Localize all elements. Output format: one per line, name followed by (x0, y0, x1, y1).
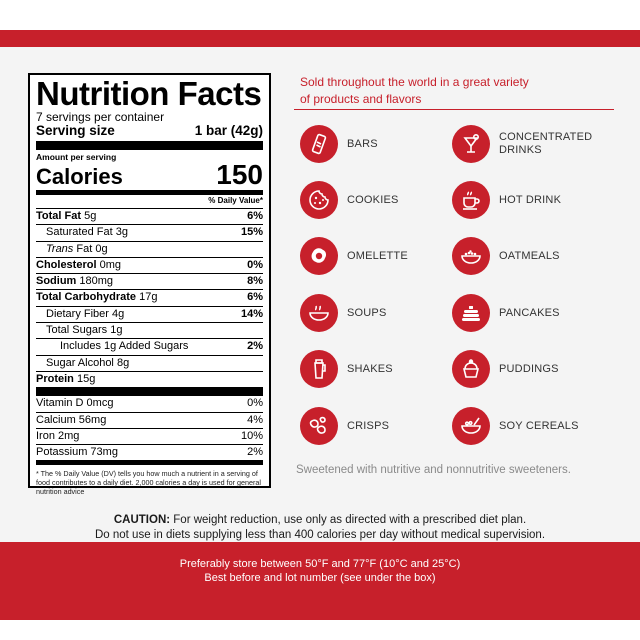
calories-row: Calories 150 (36, 159, 263, 195)
daily-value-header: % Daily Value* (36, 195, 263, 209)
nutrition-facts-label: Nutrition Facts 7 servings per container… (28, 73, 271, 496)
sweetener-note: Sweetened with nutritive and nonnutritiv… (296, 464, 571, 476)
calories-value: 150 (216, 159, 263, 190)
bar-icon (300, 125, 338, 163)
calories-label: Calories (36, 164, 123, 189)
top-red-band (0, 30, 640, 47)
shaker-bottle-icon (300, 350, 338, 388)
serving-size-value: 1 bar (42g) (194, 123, 263, 138)
nutrient-row-sodium: Sodium 180mg 8% (36, 274, 263, 291)
nutrient-row-total-sugars: Total Sugars 1g (36, 323, 263, 340)
nutrient-row-protein: Protein 15g (36, 372, 263, 397)
servings-per-container: 7 servings per container (36, 110, 165, 124)
caution-notice: CAUTION: For weight reduction, use only … (94, 514, 546, 541)
product-item-omelette: OMELETTE (300, 237, 408, 275)
nutrient-row-cholesterol: Cholesterol 0mg 0% (36, 258, 263, 275)
nutrient-row-trans-fat: Trans Fat 0g (36, 242, 263, 258)
fried-egg-icon (300, 237, 338, 275)
soup-bowl-icon (300, 294, 338, 332)
daily-value-footnote: * The % Daily Value (DV) tells you how m… (36, 469, 261, 497)
nutrient-row-sugar-alcohol: Sugar Alcohol 8g (36, 356, 263, 372)
bottom-red-band (0, 542, 640, 620)
serving-size: Serving size 1 bar (42g) (36, 124, 263, 150)
product-variety-headline: Sold throughout the world in a great var… (300, 75, 529, 106)
amount-per-serving: Amount per serving (36, 152, 117, 162)
nutrient-row-added-sugars: Includes 1g Added Sugars 2% (36, 339, 263, 356)
nutrient-row-dietary-fiber: Dietary Fiber 4g 14% (36, 307, 263, 324)
product-item-oatmeals: OATMEALS (452, 237, 560, 275)
pancake-stack-icon (452, 294, 490, 332)
serving-size-label: Serving size (36, 123, 115, 138)
cereal-bowl-icon (452, 407, 490, 445)
product-item-concentrated-drinks: CONCENTRATED DRINKS (452, 125, 592, 163)
cocktail-icon (452, 125, 490, 163)
product-item-puddings: PUDDINGS (452, 350, 559, 388)
product-item-cookies: COOKIES (300, 181, 399, 219)
product-item-crisps: CRISPS (300, 407, 389, 445)
nutrient-row-calcium: Calcium 56mg 4% (36, 413, 263, 429)
product-item-soy-cereals: SOY CEREALS (452, 407, 579, 445)
nutrient-row-vitamin-d: Vitamin D 0mcg 0% (36, 396, 263, 413)
headline-divider (294, 109, 614, 110)
pudding-icon (452, 350, 490, 388)
cookie-icon (300, 181, 338, 219)
nutrient-row-total-fat: Total Fat 5g 6% (36, 209, 263, 226)
nutrient-row-iron: Iron 2mg 10% (36, 429, 263, 446)
crisps-icon (300, 407, 338, 445)
nutrition-title: Nutrition Facts (36, 75, 262, 112)
product-item-shakes: SHAKES (300, 350, 393, 388)
nutrient-row-saturated-fat: Saturated Fat 3g 15% (36, 225, 263, 242)
product-item-soups: SOUPS (300, 294, 387, 332)
coffee-cup-icon (452, 181, 490, 219)
caution-heading: CAUTION: (113, 514, 171, 526)
nutrient-row-total-carbohydrate: Total Carbohydrate 17g 6% (36, 290, 263, 307)
nutrient-row-potassium: Potassium 73mg 2% (36, 445, 263, 466)
product-item-pancakes: PANCAKES (452, 294, 560, 332)
oatmeal-bowl-icon (452, 237, 490, 275)
storage-instructions: Preferably store between 50°F and 77°F (… (179, 558, 461, 584)
product-item-hot-drink: HOT DRINK (452, 181, 561, 219)
product-item-bars: BARS (300, 125, 378, 163)
